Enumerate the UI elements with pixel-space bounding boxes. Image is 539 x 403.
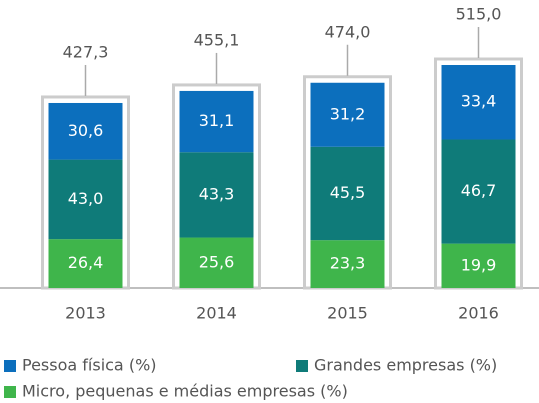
legend-label: Grandes empresas (%) [314,356,497,375]
segment-label: 31,1 [199,111,235,130]
x-tick-label: 2015 [327,304,368,323]
segment-label: 33,4 [461,92,497,111]
total-label: 474,0 [325,22,371,41]
segment-label: 31,2 [330,104,366,123]
segment-label: 23,3 [330,254,366,273]
segment-label: 45,5 [330,183,366,202]
total-label: 515,0 [456,5,502,24]
legend-swatch [296,360,308,372]
bar-segment [48,159,123,240]
segment-label: 46,7 [461,181,497,200]
x-tick-label: 2016 [458,304,499,323]
bar-segment [48,102,123,160]
segment-label: 25,6 [199,252,235,271]
bar-segment [310,82,385,147]
x-tick-label: 2014 [196,304,237,323]
segment-label: 30,6 [68,121,104,140]
bar-segment [441,139,516,244]
segment-label: 26,4 [68,253,104,272]
legend-label: Pessoa física (%) [22,356,157,375]
segment-label: 19,9 [461,255,497,274]
legend-swatch [4,386,16,398]
total-label: 427,3 [63,42,109,61]
legend-swatch [4,360,16,372]
segment-label: 43,0 [68,189,104,208]
bar-segment [48,239,123,288]
x-tick-label: 2013 [65,304,106,323]
legend-label: Micro, pequenas e médias empresas (%) [22,382,348,401]
bar-segment [310,146,385,241]
segment-label: 43,3 [199,184,235,203]
bar-segment [441,243,516,288]
bar-segment [179,90,254,153]
total-label: 455,1 [194,30,240,49]
bar-segment [179,152,254,238]
bar-segment [310,240,385,288]
bar-segment [441,65,516,140]
bar-segment [179,237,254,288]
